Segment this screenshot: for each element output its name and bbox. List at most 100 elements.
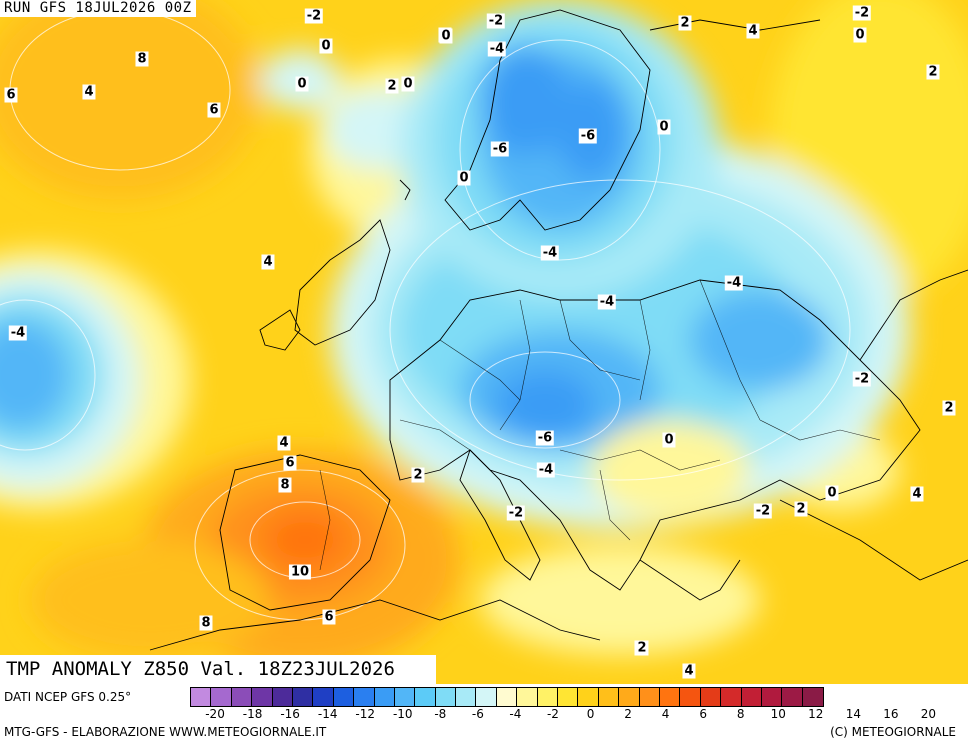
contour-label: 0 — [319, 38, 333, 54]
contour-label: -4 — [540, 245, 560, 261]
credit-left: MTG-GFS - ELABORAZIONE WWW.METEOGIORNALE… — [4, 725, 327, 739]
color-scale-tick: -4 — [509, 707, 522, 721]
data-source-label: DATI NCEP GFS 0.25° — [4, 690, 132, 704]
contour-label: 2 — [926, 64, 940, 80]
contour-label: 0 — [825, 485, 839, 501]
contour-label: 2 — [635, 640, 649, 656]
color-scale-swatch — [476, 688, 497, 706]
color-scale-tick: -2 — [546, 707, 559, 721]
color-scale-tick: 2 — [624, 707, 632, 721]
contour-label: -2 — [486, 13, 506, 29]
color-scale-swatch — [374, 688, 395, 706]
contour-label: 0 — [295, 76, 309, 92]
color-scale-swatch — [394, 688, 416, 706]
color-scale-swatch — [211, 688, 232, 706]
color-scale-tick: -20 — [205, 707, 225, 721]
color-scale-swatch — [537, 688, 559, 706]
map-canvas — [0, 0, 968, 684]
color-scale-tick: 20 — [920, 707, 937, 721]
color-scale-tick: 8 — [736, 707, 745, 721]
color-scale-swatch — [578, 688, 599, 706]
color-scale-swatch — [659, 688, 681, 706]
color-scale-swatch — [252, 688, 273, 706]
color-scale-tick: -18 — [242, 707, 263, 721]
color-scale-swatch — [496, 688, 518, 706]
color-scale-tick: -12 — [355, 707, 376, 721]
contour-label: 6 — [4, 87, 18, 103]
contour-label: -4 — [597, 294, 617, 310]
anomaly-field — [0, 0, 968, 670]
contour-label: 0 — [439, 28, 453, 44]
color-scale-swatch — [761, 688, 783, 706]
contour-label: 8 — [278, 477, 292, 493]
map-title: TMP ANOMALY Z850 Val. 18Z23JUL2026 — [0, 655, 436, 684]
color-scale-swatch — [231, 688, 253, 706]
contour-label: -4 — [536, 462, 556, 478]
color-scale-tick: -8 — [434, 707, 447, 721]
contour-label: -2 — [506, 505, 526, 521]
contour-label: 0 — [401, 76, 415, 92]
contour-label: 2 — [942, 400, 956, 416]
color-scale-tick: 10 — [770, 707, 786, 721]
color-scale-swatch — [354, 688, 375, 706]
country-borders — [319, 279, 881, 571]
color-scale-tick: -14 — [317, 707, 338, 721]
color-scale-swatch — [415, 688, 436, 706]
contour-label: -2 — [852, 371, 872, 387]
contour-label: 0 — [457, 170, 471, 186]
contour-label: 2 — [794, 501, 808, 517]
color-scale-tick: 16 — [883, 707, 899, 721]
contour-label: -2 — [304, 8, 324, 24]
contour-label: -4 — [487, 41, 507, 57]
color-scale-swatch — [517, 688, 538, 706]
contour-label: 2 — [411, 467, 425, 483]
credit-right: (C) METEOGIORNALE — [830, 725, 956, 739]
color-scale — [190, 687, 825, 707]
color-scale-swatch — [700, 688, 722, 706]
color-scale-swatch — [619, 688, 640, 706]
contour-label: -4 — [8, 325, 28, 341]
color-scale-swatch — [191, 688, 212, 706]
contour-label: -4 — [724, 275, 744, 291]
color-scale-tick: 4 — [661, 707, 670, 721]
contour-label: 4 — [277, 435, 291, 451]
color-scale-ticks: -20 -18 -16 -14 -12 -10 -8 -6 -4 -2 0 2 4 6 8 10 12 14 16 2… — [190, 707, 966, 723]
contour-label: 6 — [207, 102, 221, 118]
contour-label: 4 — [82, 84, 96, 100]
contour-label: -6 — [578, 128, 598, 144]
color-scale-swatch — [802, 688, 824, 706]
contour-label: 10 — [288, 564, 312, 580]
contour-label: 0 — [662, 432, 676, 448]
color-scale-swatch — [272, 688, 293, 706]
contour-label: 6 — [283, 455, 297, 471]
color-scale-swatch — [721, 688, 742, 706]
color-scale-swatch — [292, 688, 314, 706]
color-scale-swatch — [741, 688, 762, 706]
color-scale-swatch — [639, 688, 660, 706]
anomaly-map: -2 0 -2 2 -2 4 0 8 0 0 -4 6 4 0 2 0 2 0 … — [0, 0, 968, 684]
color-scale-swatch — [456, 688, 477, 706]
contour-label: 6 — [322, 609, 336, 625]
color-scale-tick: 6 — [699, 707, 707, 721]
color-scale-tick: 0 — [586, 707, 595, 721]
contour-label: 0 — [657, 119, 671, 135]
color-scale-tick: 12 — [808, 707, 824, 721]
color-scale-swatch — [558, 688, 579, 706]
contour-label: -6 — [535, 430, 555, 446]
contour-label: -2 — [852, 5, 872, 21]
contour-label: 4 — [261, 254, 275, 270]
contour-label: 4 — [682, 663, 696, 679]
contour-label: -6 — [490, 141, 510, 157]
contour-label: 8 — [135, 51, 149, 67]
color-scale-swatch — [313, 688, 334, 706]
contour-label: 2 — [385, 78, 399, 94]
contour-label: 4 — [910, 486, 924, 502]
contour-label: 8 — [199, 615, 213, 631]
color-scale-tick: -6 — [471, 707, 484, 721]
color-scale-tick: 14 — [845, 707, 861, 721]
color-scale-swatch — [782, 688, 803, 706]
color-scale-swatch — [333, 688, 355, 706]
contour-label: 2 — [678, 15, 692, 31]
contour-label: -2 — [753, 503, 773, 519]
color-scale-swatch — [680, 688, 701, 706]
